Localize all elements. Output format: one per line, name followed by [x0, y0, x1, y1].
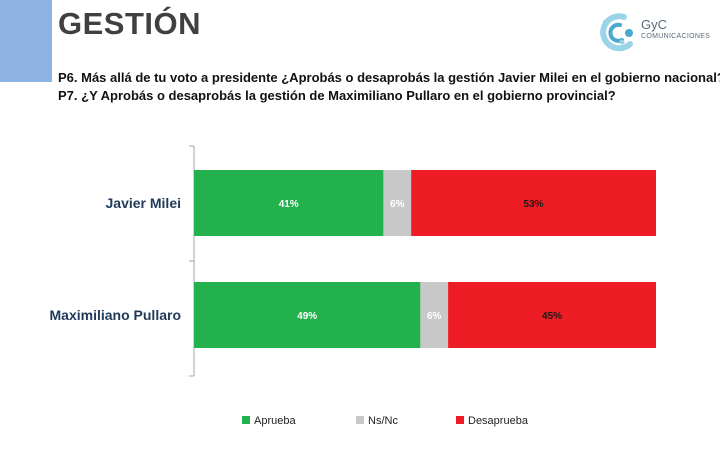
data-label: 6%: [427, 311, 442, 322]
bar-segment-desaprueba: [411, 170, 656, 236]
legend-label: Ns/Nc: [368, 415, 398, 427]
data-label: 41%: [279, 199, 299, 210]
data-label: 45%: [542, 311, 562, 322]
data-label: 6%: [390, 199, 405, 210]
data-label: 53%: [524, 199, 544, 210]
page-title: GESTIÓN: [58, 6, 202, 41]
data-label: 49%: [297, 311, 317, 322]
legend-swatch: [356, 416, 364, 424]
legend-swatch: [242, 416, 250, 424]
bar-segment-aprueba: [194, 282, 421, 348]
logo-sub-text: COMUNICACIONES: [641, 33, 711, 40]
logo-main-text: GyC: [641, 17, 667, 32]
chart-legend: Aprueba Ns/Nc Desaprueba: [0, 415, 720, 431]
logo-mark-icon: [600, 13, 633, 52]
category-label: Maximiliano Pullaro: [50, 307, 181, 323]
legend-label: Desaprueba: [468, 415, 528, 427]
bar-segment-nsnc: [383, 170, 412, 236]
legend-label: Aprueba: [254, 415, 296, 427]
legend-swatch: [456, 416, 464, 424]
category-label: Javier Milei: [106, 195, 182, 211]
bar-segment-desaprueba: [448, 282, 656, 348]
question-p6: P6. Más allá de tu voto a presidente ¿Ap…: [58, 70, 720, 85]
bar-segment-nsnc: [420, 282, 449, 348]
company-logo: GyC COMUNICACIONES: [596, 8, 712, 58]
bar-segment-aprueba: [194, 170, 384, 236]
legend-item: Ns/Nc: [356, 415, 398, 427]
question-p7: P7. ¿Y Aprobás o desaprobás la gestión d…: [58, 88, 616, 103]
legend-item: Aprueba: [242, 415, 296, 427]
legend-item: Desaprueba: [456, 415, 528, 427]
header-accent-block: [0, 0, 52, 82]
